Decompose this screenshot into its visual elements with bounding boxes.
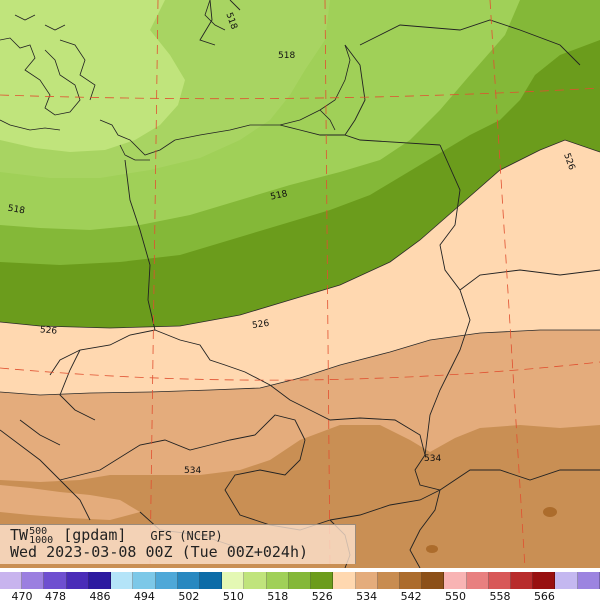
band-510-green-pale xyxy=(0,0,185,152)
legend-tick-label: 542 xyxy=(400,590,422,603)
legend-swatch xyxy=(399,572,423,589)
contour-label: 526 xyxy=(252,319,271,331)
legend-swatch xyxy=(199,572,223,589)
contour-label: 526 xyxy=(40,325,58,336)
contour-label: 518 xyxy=(270,189,289,202)
band-530-tan xyxy=(0,330,600,482)
legend-swatch xyxy=(155,572,178,589)
contour-label: 518 xyxy=(7,204,26,217)
coastlines xyxy=(0,0,351,161)
legend-tick-label: 510 xyxy=(222,590,244,603)
legend-tick-label: 534 xyxy=(356,590,378,603)
legend-color-bar xyxy=(0,572,600,589)
legend-tick-label: 486 xyxy=(89,590,111,603)
legend-swatch xyxy=(333,572,356,589)
model-label: GFS (NCEP) xyxy=(150,529,223,543)
legend-swatch xyxy=(355,572,378,589)
legend-swatch xyxy=(133,572,156,589)
legend-swatch xyxy=(266,572,289,589)
level-bottom: 1000 xyxy=(29,534,54,546)
map-info-box: TW 500 1000 [gpdam] GFS (NCEP) Wed 2023-03-… xyxy=(0,524,356,564)
legend-ticks: 470 478 486 494 502 510 518 526 534 542 550 558 566 xyxy=(0,589,600,603)
map-title: TW 500 1000 [gpdam] GFS (NCEP) xyxy=(10,526,223,545)
legend-swatch xyxy=(244,572,267,589)
legend-tick-label: 566 xyxy=(533,590,555,603)
legend-swatch xyxy=(66,572,89,589)
legend-swatch xyxy=(488,572,512,589)
legend-swatch xyxy=(88,572,112,589)
legend-swatch xyxy=(177,572,200,589)
country-borders xyxy=(0,0,600,568)
legend-tick-label: 518 xyxy=(267,590,289,603)
contour-lines xyxy=(0,139,600,396)
thickness-map: 518 518 518 518 526 526 526 534 534 xyxy=(0,0,600,568)
legend-swatch xyxy=(577,572,600,589)
field-label: TW xyxy=(10,526,29,544)
legend-swatch xyxy=(222,572,245,589)
legend-swatch xyxy=(22,572,45,589)
legend-swatch xyxy=(555,572,578,589)
legend-swatch xyxy=(533,572,556,589)
units-label: [gpdam] xyxy=(63,526,127,544)
level-fraction: 500 1000 xyxy=(29,525,54,546)
valid-time: Wed 2023-03-08 00Z (Tue 00Z+024h) xyxy=(10,543,309,561)
speckle xyxy=(426,545,438,553)
legend-swatch xyxy=(422,572,445,589)
latlon-grid xyxy=(0,0,600,568)
legend-swatch xyxy=(44,572,67,589)
legend-tick-label: 550 xyxy=(445,590,467,603)
legend-tick-label: 478 xyxy=(45,590,67,603)
band-534-patch xyxy=(0,485,140,520)
legend-swatch xyxy=(377,572,400,589)
legend-swatch xyxy=(0,572,23,589)
contour-label: 534 xyxy=(184,466,201,476)
legend-swatch xyxy=(466,572,489,589)
legend-tick-label: 526 xyxy=(311,590,333,603)
color-legend: 470 478 486 494 502 510 518 526 534 542 550 558 566 xyxy=(0,572,600,603)
legend-swatch xyxy=(288,572,312,589)
legend-swatch xyxy=(511,572,534,589)
contour-label: 534 xyxy=(424,454,441,464)
legend-tick-label: 558 xyxy=(489,590,511,603)
legend-tick-label: 470 xyxy=(11,590,33,603)
legend-tick-label: 494 xyxy=(133,590,155,603)
speckle xyxy=(543,507,557,517)
level-top: 500 xyxy=(29,525,48,537)
legend-swatch xyxy=(311,572,334,589)
legend-tick-label: 502 xyxy=(178,590,200,603)
contour-label: 518 xyxy=(278,51,295,61)
legend-swatch xyxy=(444,572,467,589)
legend-swatch xyxy=(111,572,134,589)
